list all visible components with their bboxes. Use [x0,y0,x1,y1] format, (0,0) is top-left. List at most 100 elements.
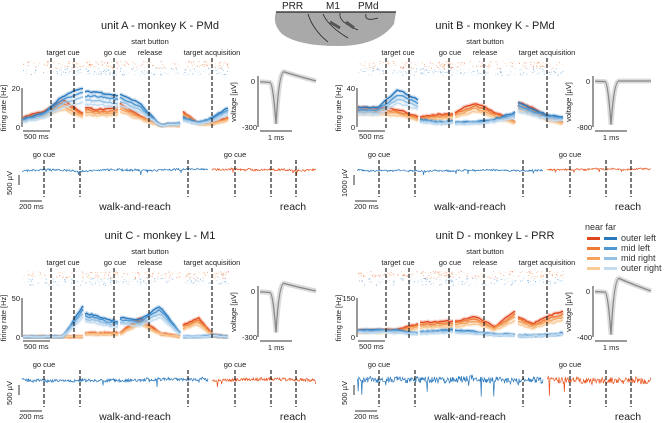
raster-spike [108,70,110,71]
raster-spike [106,62,108,63]
raster-spike [43,72,44,74]
raster-spike [541,274,543,276]
raster-spike [561,73,563,75]
raster-spike [425,284,427,285]
raster-spike [167,280,169,281]
raster-spike [89,61,90,63]
raster-spike [144,70,146,72]
raster-spike [491,277,493,279]
raster-spike [518,275,520,277]
raster-spike [64,279,66,281]
raster-spike [76,74,78,75]
raster-spike [47,63,49,65]
raster-spike [95,72,97,73]
raster-spike [438,276,440,278]
raster-spike [534,71,536,72]
raster-spike [382,61,384,63]
lfp-amp-scale-label: 500 µV [340,381,349,405]
raster-spike [551,69,552,71]
raster-spike [102,278,104,280]
raster-spike [427,279,428,281]
raster-spike [111,66,113,68]
y-axis-label: firing rate [Hz] [335,295,343,342]
raster-spike [25,69,27,71]
raster-spike [424,63,426,65]
rate-curve-near [419,115,454,121]
raster-spike [504,284,506,286]
raster-spike [135,70,137,72]
rate-curve-near [84,113,119,118]
raster-spike [499,67,501,69]
raster-spike [132,61,134,63]
raster-spike [553,73,555,75]
raster-spike [109,271,111,273]
raster-spike [122,74,124,75]
raster-spike [193,61,194,63]
raster-spike [222,64,224,66]
raster-spike [461,62,463,63]
raster-spike [463,69,465,71]
raster-spike [438,271,440,273]
raster-spike [556,275,558,277]
raster-spike [460,72,462,73]
rate-curve-far [85,321,119,329]
raster-spike [436,271,438,272]
raster-spike [487,276,489,278]
rate-curve-far [454,331,516,337]
raster-spike [38,65,40,67]
lfp-event-label: go cue [368,360,391,369]
raster-spike [480,277,482,279]
raster-spike [160,61,162,62]
raster-spike [38,282,39,284]
raster-spike [500,72,502,74]
legend-label: mid right [621,253,656,263]
raster-spike [403,67,405,69]
raster-spike [492,273,494,275]
raster-spike [504,279,506,281]
raster-spike [196,280,198,282]
raster-spike [542,65,543,66]
raster-spike [445,279,447,281]
raster-spike [217,276,219,278]
raster-spike [60,74,62,76]
raster-spike [122,282,124,284]
raster-spike [111,278,113,280]
raster-spike [209,67,211,69]
raster-spike [557,279,559,281]
raster-spike [199,283,201,285]
raster-spike [46,282,48,284]
raster-spike [204,283,205,285]
raster-spike [520,73,522,75]
waveform-mean [259,282,317,333]
raster-spike [175,67,177,69]
raster-spike [447,279,449,281]
time-scale-label: 500 ms [24,342,49,351]
raster-spike [451,272,453,274]
rate-curve-far [84,99,119,105]
event-label: start button [131,247,169,256]
raster-spike [505,71,507,72]
raster-spike [101,61,103,63]
raster-spike [416,69,418,71]
raster-spike [416,68,418,70]
raster-spike [405,275,407,277]
raster-spike [541,69,543,70]
raster-spike [163,66,165,68]
raster-spike [501,74,503,76]
raster-spike [39,274,41,276]
y-tick-label: 50 [12,294,20,303]
raster-spike [483,69,485,70]
y-tick-label: 20 [12,84,20,93]
raster-spike [528,281,529,283]
raster-spike [449,276,451,277]
raster-spike [200,280,202,281]
raster-spike [521,271,523,273]
raster-spike [157,276,159,278]
raster-spike [85,68,87,70]
raster-spike [422,284,423,286]
lfp-trace-walk-and-reach [21,376,209,388]
raster-spike [98,68,100,70]
raster-spike [562,271,564,273]
raster-spike [192,74,194,76]
